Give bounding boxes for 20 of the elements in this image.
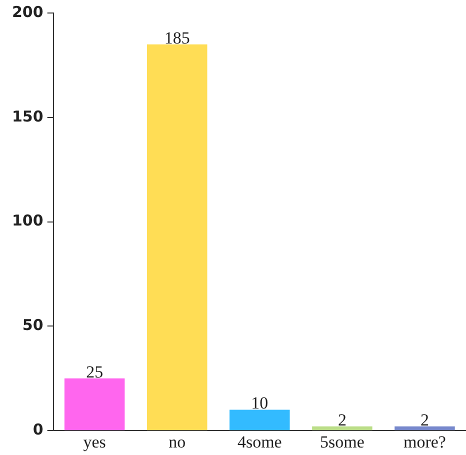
bar — [312, 426, 372, 430]
x-tick-label: no — [168, 432, 186, 452]
x-tick-label: 5some — [320, 432, 364, 452]
bar — [230, 410, 290, 430]
x-tick-label: more? — [403, 432, 446, 452]
data-label: 2 — [338, 410, 346, 430]
bar — [394, 426, 455, 430]
x-tick-label: yes — [83, 432, 106, 452]
y-tick-label: 150 — [12, 107, 44, 126]
y-tick-label: 50 — [22, 316, 44, 334]
x-tick-label: 4some — [237, 432, 282, 452]
data-label: 25 — [86, 362, 104, 382]
bar — [146, 44, 208, 430]
y-tick-label: 0 — [32, 420, 44, 438]
bar — [64, 378, 125, 430]
data-label: 10 — [251, 394, 268, 413]
data-label: 185 — [164, 28, 190, 48]
y-tick-label: 100 — [12, 212, 44, 230]
data-label: 2 — [420, 410, 429, 430]
y-tick-label: 200 — [12, 2, 44, 21]
